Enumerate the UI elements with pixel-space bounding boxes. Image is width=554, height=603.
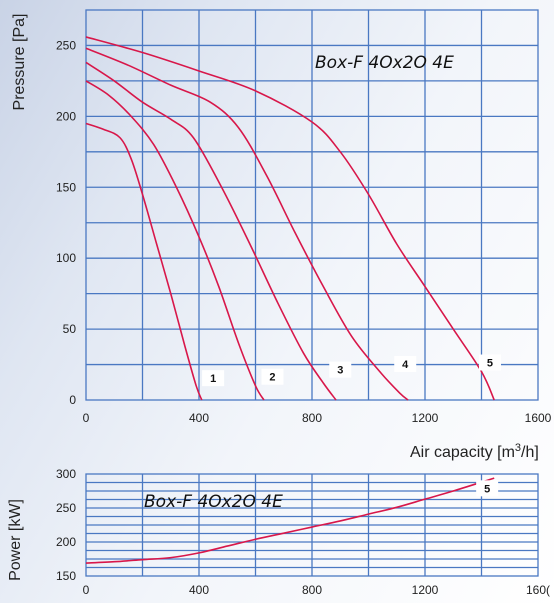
x-axis-title-main: Air capacity [m xyxy=(410,444,515,461)
curve-5 xyxy=(85,477,495,564)
curve-3 xyxy=(85,61,337,401)
x-tick-label: 400 xyxy=(189,583,209,597)
x-tick-label: 400 xyxy=(189,411,209,425)
power-x-ticks: 0 400 800 1200 160( xyxy=(83,583,550,597)
curve-label-bg xyxy=(394,355,417,372)
power-chart-title: Box-F 4Ox2O 4E xyxy=(144,492,283,512)
pressure-x-axis-title: Air capacity [m3/h] xyxy=(410,442,539,461)
curve-label-bg xyxy=(478,354,501,371)
pressure-chart: 0 400 800 1200 1600 0 50 100 150 200 250 1 2 3 4 5 Bo… xyxy=(11,9,552,461)
y-tick-label: 200 xyxy=(56,535,76,549)
curve-label-2: 2 xyxy=(269,372,275,384)
curve-label-bg xyxy=(476,480,499,497)
y-tick-label: 200 xyxy=(56,109,76,123)
y-tick-label: 100 xyxy=(56,251,76,265)
pressure-curves xyxy=(85,36,495,401)
curve-label-4: 4 xyxy=(402,359,409,371)
power-curves xyxy=(85,477,495,564)
x-axis-title-tail: /h] xyxy=(521,444,539,461)
pressure-y-axis-title: Pressure [Pa] xyxy=(11,14,28,111)
x-tick-label: 0 xyxy=(83,411,90,425)
curve-label-3: 3 xyxy=(337,365,343,377)
curve-label-5: 5 xyxy=(484,483,490,495)
power-y-axis-title: Power [kW] xyxy=(7,499,24,581)
curve-2 xyxy=(85,80,265,401)
curve-5 xyxy=(85,36,495,401)
x-tick-label: 160( xyxy=(526,583,550,597)
x-axis-title-sup: 3 xyxy=(515,442,521,454)
curve-label-1: 1 xyxy=(210,373,216,385)
x-tick-label: 1200 xyxy=(412,583,439,597)
x-tick-label: 1600 xyxy=(525,411,552,425)
curve-4 xyxy=(85,47,409,401)
pressure-x-ticks: 0 400 800 1200 1600 xyxy=(83,411,552,425)
curve-label-bg xyxy=(261,368,284,385)
x-tick-label: 1200 xyxy=(412,411,439,425)
y-tick-label: 150 xyxy=(56,180,76,194)
power-grid xyxy=(85,473,539,577)
y-tick-label: 250 xyxy=(56,501,76,515)
power-y-ticks: 150 200 250 300 xyxy=(56,467,76,583)
y-tick-label: 0 xyxy=(69,393,76,407)
x-tick-label: 800 xyxy=(302,583,322,597)
x-tick-label: 800 xyxy=(302,411,322,425)
x-tick-label: 0 xyxy=(83,583,90,597)
pressure-grid xyxy=(85,9,539,401)
curve-1 xyxy=(85,122,203,401)
pressure-chart-title: Box-F 4Ox2O 4E xyxy=(315,53,454,73)
curve-label-5: 5 xyxy=(487,358,493,370)
curve-label-bg xyxy=(329,361,352,378)
pressure-curve-labels: 1 2 3 4 5 xyxy=(202,354,501,387)
power-chart: 0 400 800 1200 160( 150 200 250 300 5 Box-F 4Ox… xyxy=(7,467,550,597)
y-tick-label: 300 xyxy=(56,467,76,481)
power-curve-labels: 5 xyxy=(476,480,499,497)
curve-label-bg xyxy=(202,370,225,387)
y-tick-label: 250 xyxy=(56,38,76,52)
pressure-y-ticks: 0 50 100 150 200 250 xyxy=(56,38,76,407)
y-tick-label: 150 xyxy=(56,569,76,583)
y-tick-label: 50 xyxy=(63,322,77,336)
